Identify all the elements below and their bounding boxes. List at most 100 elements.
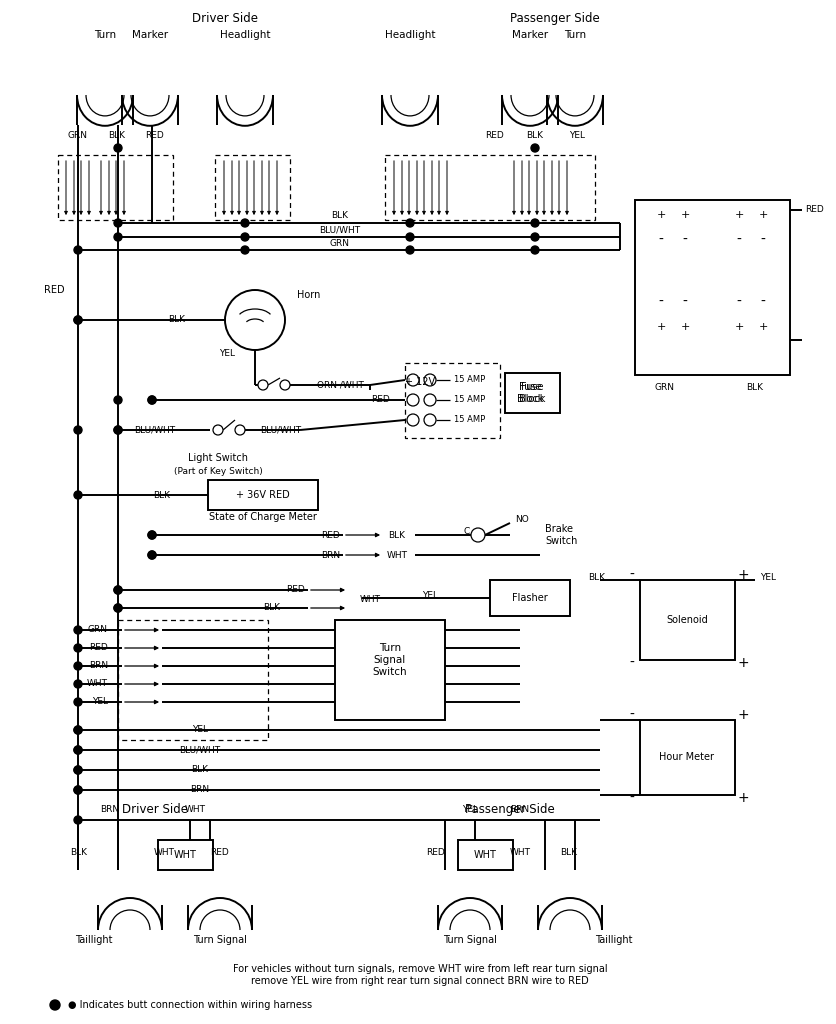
Circle shape <box>114 144 122 152</box>
Circle shape <box>114 396 122 404</box>
Bar <box>158 840 212 870</box>
Text: +: + <box>737 568 748 582</box>
Text: Brake
Switch: Brake Switch <box>544 524 577 546</box>
Text: 15 AMP: 15 AMP <box>454 376 485 384</box>
Text: BLU/WHT: BLU/WHT <box>179 745 221 755</box>
Text: Turn Signal: Turn Signal <box>193 935 247 945</box>
Circle shape <box>114 586 122 594</box>
Circle shape <box>148 531 155 539</box>
Text: +: + <box>680 322 689 332</box>
Text: YEL: YEL <box>461 806 477 814</box>
Text: -: - <box>736 233 741 247</box>
Text: YEL: YEL <box>568 130 584 139</box>
Text: ORN /WHT: ORN /WHT <box>316 381 363 389</box>
Text: BRN: BRN <box>320 551 339 559</box>
Text: Fuse
Block: Fuse Block <box>518 382 544 403</box>
Circle shape <box>50 1000 60 1010</box>
Text: +: + <box>733 210 743 220</box>
Text: BLU/WHT: BLU/WHT <box>134 426 175 434</box>
Text: RED: RED <box>43 285 64 295</box>
Text: Turn
Signal
Switch: Turn Signal Switch <box>372 643 407 677</box>
Text: +: + <box>733 322 743 332</box>
Text: BRN: BRN <box>89 662 108 671</box>
Text: RED: RED <box>210 849 228 857</box>
Text: BRN: BRN <box>100 806 120 814</box>
Circle shape <box>74 786 82 794</box>
Text: Solenoid: Solenoid <box>665 615 707 625</box>
Circle shape <box>241 233 248 241</box>
Circle shape <box>114 426 122 434</box>
Circle shape <box>74 426 82 434</box>
Bar <box>640 580 734 660</box>
Text: Light Switch: Light Switch <box>188 453 247 463</box>
Circle shape <box>424 394 436 406</box>
Circle shape <box>530 219 538 227</box>
Text: (Part of Key Switch): (Part of Key Switch) <box>173 468 262 476</box>
Circle shape <box>114 586 122 594</box>
Text: Headlight: Headlight <box>385 30 435 40</box>
Text: WHT: WHT <box>359 596 380 604</box>
Circle shape <box>424 414 436 426</box>
Circle shape <box>405 233 414 241</box>
Text: RED: RED <box>145 130 164 139</box>
Circle shape <box>471 528 484 542</box>
Text: Horn: Horn <box>297 290 320 300</box>
Text: -: - <box>629 791 634 805</box>
Circle shape <box>74 644 82 652</box>
Text: -: - <box>681 233 686 247</box>
Text: RED: RED <box>485 130 504 139</box>
Text: Headlight: Headlight <box>220 30 270 40</box>
Circle shape <box>406 374 419 386</box>
Text: BLK: BLK <box>263 603 280 612</box>
Circle shape <box>241 219 248 227</box>
Text: RED: RED <box>286 586 304 595</box>
Circle shape <box>74 766 82 774</box>
Text: GRN: GRN <box>88 626 108 635</box>
Text: BLK: BLK <box>191 766 208 774</box>
Circle shape <box>225 290 285 350</box>
Text: RED: RED <box>321 530 339 540</box>
Circle shape <box>74 698 82 706</box>
Text: WHT: WHT <box>386 551 407 559</box>
Circle shape <box>424 374 436 386</box>
Circle shape <box>212 425 222 435</box>
Text: Turn Signal: Turn Signal <box>442 935 497 945</box>
Text: BRN: BRN <box>510 806 529 814</box>
Circle shape <box>74 766 82 774</box>
Text: Marker: Marker <box>132 30 168 40</box>
Circle shape <box>74 626 82 634</box>
Text: GRN: GRN <box>68 130 88 139</box>
Text: RED: RED <box>371 395 390 404</box>
Circle shape <box>530 246 538 254</box>
Circle shape <box>530 144 538 152</box>
Circle shape <box>257 380 268 390</box>
Text: Taillight: Taillight <box>594 935 632 945</box>
Text: Driver Side: Driver Side <box>191 11 257 25</box>
Text: WHT: WHT <box>184 806 206 814</box>
Text: -: - <box>629 656 634 670</box>
Circle shape <box>114 219 122 227</box>
Text: RED: RED <box>426 849 445 857</box>
Text: +: + <box>737 656 748 670</box>
Text: YEL: YEL <box>759 573 775 583</box>
Text: For vehicles without turn signals, remove WHT wire from left rear turn signal
re: For vehicles without turn signals, remov… <box>232 965 607 986</box>
Circle shape <box>114 604 122 612</box>
Text: YEL: YEL <box>219 348 235 357</box>
Circle shape <box>114 426 122 434</box>
Text: BLK: BLK <box>559 849 576 857</box>
Bar <box>640 720 734 795</box>
Circle shape <box>406 394 419 406</box>
Circle shape <box>406 414 419 426</box>
Text: GRN: GRN <box>655 383 674 391</box>
Text: + 36V RED: + 36V RED <box>236 490 289 500</box>
Circle shape <box>148 551 155 559</box>
Text: 15 AMP: 15 AMP <box>454 395 485 404</box>
Text: BLK: BLK <box>109 130 125 139</box>
Bar <box>118 620 268 740</box>
Bar <box>635 200 789 375</box>
Bar <box>457 840 512 870</box>
Text: WHT: WHT <box>509 849 530 857</box>
Text: +: + <box>655 322 665 332</box>
Text: 15 AMP: 15 AMP <box>454 416 485 425</box>
Text: RED: RED <box>89 643 108 652</box>
